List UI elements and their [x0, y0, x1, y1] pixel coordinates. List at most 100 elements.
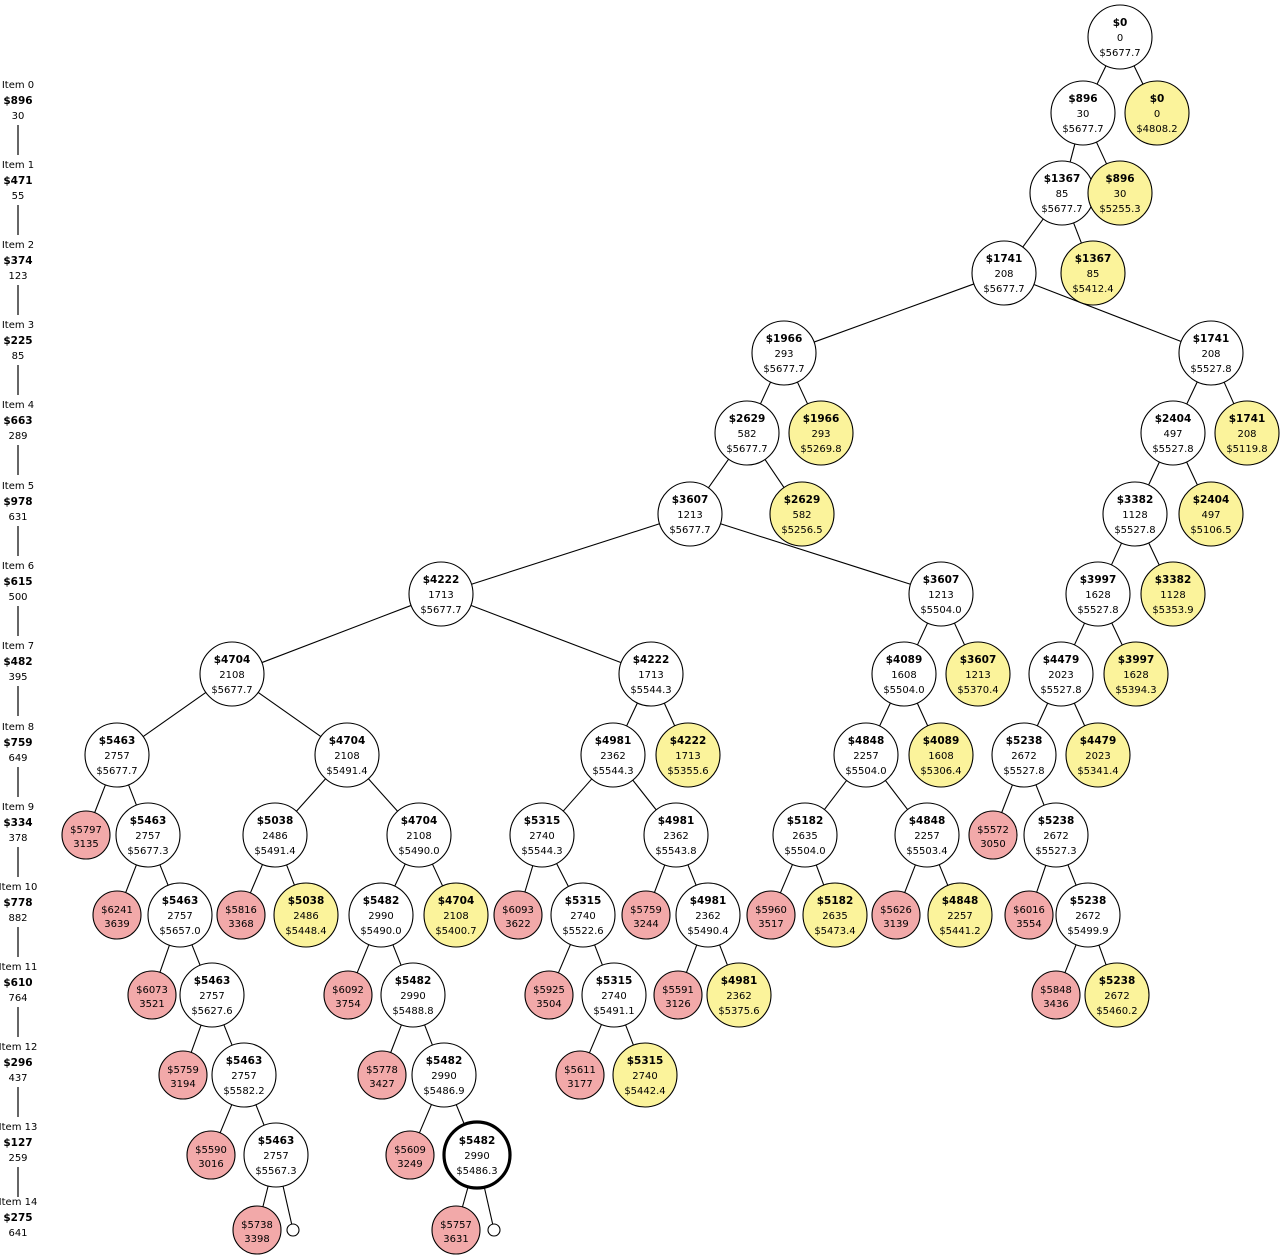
tree-edge [483, 1187, 494, 1225]
tree-edge [431, 863, 444, 887]
tree-node: $5463 2757 $5677.3 [115, 802, 181, 868]
node-bound: $5677.7 [1041, 204, 1082, 215]
tree-edge [815, 864, 825, 886]
node-value: $5816 [225, 905, 257, 916]
node-value: $2404 [1193, 494, 1230, 506]
node-circle [1004, 890, 1054, 940]
tree-edge [257, 691, 322, 738]
node-bound: $5503.4 [906, 846, 947, 857]
node-value: $4089 [886, 654, 923, 666]
node-weight: 1128 [1160, 590, 1185, 601]
tree-node: $4848 2257 $5504.0 [833, 722, 899, 788]
node-value: $5611 [564, 1065, 596, 1076]
included-leaf-node: $4848 2257 $5441.2 [927, 882, 993, 948]
node-circle [1103, 641, 1169, 707]
tree-edge [813, 283, 975, 343]
node-value: $6093 [502, 905, 534, 916]
tree-edge [1098, 944, 1107, 966]
tree-edge [916, 622, 929, 646]
node-weight: 2990 [368, 911, 393, 922]
node-value: $5925 [533, 985, 565, 996]
node-weight: 3135 [73, 839, 98, 850]
item-label: Item 9 $334 378 [2, 802, 34, 844]
item-label: Item 2 $374 123 [2, 240, 34, 282]
node-circle [509, 802, 575, 868]
node-value: $6073 [136, 985, 168, 996]
tree-node: $4704 2108 $5677.7 [199, 641, 265, 707]
item-value: $275 [3, 1212, 32, 1224]
node-circle [1065, 722, 1131, 788]
node-weight: 30 [1114, 189, 1127, 200]
node-bound: $5567.3 [255, 1166, 296, 1177]
node-bound: $5504.0 [920, 605, 961, 616]
node-circle [991, 722, 1057, 788]
tree-edge [588, 1024, 602, 1054]
tree-node: $5463 2757 $5657.0 [147, 882, 213, 948]
node-weight: 3622 [505, 919, 530, 930]
node-weight: 2257 [947, 911, 972, 922]
tree-edge [390, 1024, 402, 1053]
node-weight: 582 [792, 510, 811, 521]
node-circle [242, 802, 308, 868]
node-weight: 2257 [914, 831, 939, 842]
node-weight: 3244 [633, 919, 658, 930]
node-bound: $5522.6 [562, 926, 603, 937]
node-bound: $5527.8 [1003, 766, 1044, 777]
tree-node: $1741 208 $5527.8 [1178, 320, 1244, 386]
node-value: $3997 [1118, 654, 1155, 666]
node-circle [1060, 240, 1126, 306]
node-value: $5315 [627, 1055, 664, 1067]
node-value: $2629 [784, 494, 821, 506]
node-value: $1741 [1229, 413, 1266, 425]
node-value: $3382 [1117, 494, 1154, 506]
node-circle [273, 882, 339, 948]
item-weight: 764 [8, 993, 27, 1004]
tree-node: $5463 2757 $5567.3 [243, 1122, 309, 1188]
node-circle [211, 1042, 277, 1108]
node-circle [1102, 481, 1168, 547]
node-circle [92, 890, 142, 940]
item-title: Item 2 [2, 240, 34, 251]
node-bound: $5394.3 [1115, 685, 1156, 696]
node-value: $5609 [394, 1145, 426, 1156]
node-weight: 3754 [335, 999, 360, 1010]
node-circle [314, 722, 380, 788]
tree-edge [142, 691, 207, 738]
node-circle [524, 970, 574, 1020]
node-value: $4704 [329, 735, 366, 747]
node-circle [243, 1122, 309, 1188]
node-value: $3607 [672, 494, 709, 506]
tree-edge [159, 864, 169, 886]
pruned-node: $5590 3016 [186, 1130, 236, 1180]
node-circle [115, 802, 181, 868]
node-bound: $5677.7 [96, 766, 137, 777]
node-bound: $5119.8 [1226, 444, 1267, 455]
item-weight: 500 [8, 592, 27, 603]
included-leaf-node: $5182 2635 $5473.4 [802, 882, 868, 948]
node-value: $5238 [1070, 895, 1107, 907]
node-bound: $5473.4 [814, 926, 855, 937]
node-bound: $5582.2 [223, 1086, 264, 1097]
pruned-node: $5848 3436 [1031, 970, 1081, 1020]
node-weight: 2740 [570, 911, 595, 922]
node-value: $5482 [426, 1055, 463, 1067]
node-circle [675, 882, 741, 948]
node-circle [714, 400, 780, 466]
node-value: $5182 [817, 895, 854, 907]
node-weight: 1628 [1123, 670, 1148, 681]
node-circle [871, 890, 921, 940]
node-weight: 3517 [758, 919, 783, 930]
tree-edge [262, 1185, 269, 1207]
node-bound: $5527.8 [1040, 685, 1081, 696]
tree-edge [367, 778, 399, 812]
included-leaf-node: $0 0 $4808.2 [1124, 80, 1190, 146]
node-weight: 2990 [400, 991, 425, 1002]
pruned-node: $5611 3177 [555, 1050, 605, 1100]
node-value: $5757 [440, 1220, 472, 1231]
item-title: Item 4 [2, 400, 34, 411]
node-value: $3997 [1080, 574, 1117, 586]
tree-nodes: $0 0 $5677.7 $896 30 $5677.7 $0 0 $4808.2 $1367 85… [61, 4, 1280, 1255]
node-value: $5238 [1006, 735, 1043, 747]
node-weight: 3177 [567, 1079, 592, 1090]
node-circle [1178, 320, 1244, 386]
